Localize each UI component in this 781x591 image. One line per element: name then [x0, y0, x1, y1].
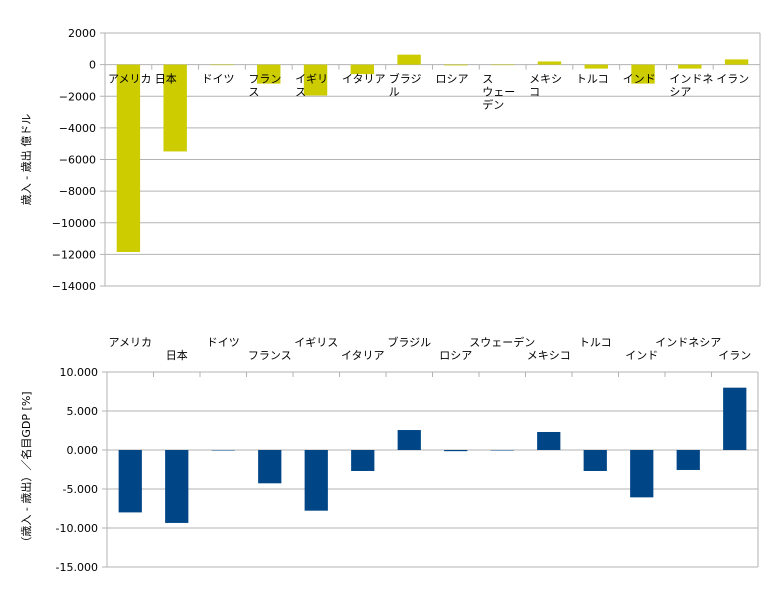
bar-7 [397, 54, 421, 65]
x-tick-label: イギリス [294, 336, 338, 349]
x-tick-label: アメリカ [109, 336, 152, 349]
bar-8 [444, 64, 468, 66]
bar-14 [724, 59, 749, 65]
x-tick-label-line: コ [529, 86, 540, 99]
x-tick-label-line: メキシ [529, 73, 562, 86]
y-tick-label: -15.000 [56, 561, 98, 574]
x-tick-label-line: ス [482, 73, 493, 86]
x-tick-label-line: トルコ [576, 73, 609, 86]
x-tick-label: イタリア [342, 73, 386, 86]
bar-10 [537, 61, 562, 65]
bar-3 [210, 64, 234, 66]
x-tick-label-line: インドネ [669, 73, 713, 86]
x-tick-label-line: ロシア [436, 73, 469, 86]
y-tick-label: -10.000 [56, 522, 98, 535]
y-tick-label: −2000 [59, 90, 96, 103]
y-tick-label: −12000 [52, 248, 96, 261]
x-tick-label: ブラジル [389, 72, 422, 99]
x-tick-label: イギリス [295, 73, 328, 99]
y-axis-title: 歳入 - 歳出 億ドル [19, 114, 33, 205]
x-tick-label: フランス [248, 349, 292, 362]
y-axis-title: （歳入 - 歳出）／名目GDP [%] [19, 391, 33, 547]
x-tick-label: ドイツ [207, 336, 240, 349]
y-tick-label: 5.000 [67, 405, 99, 418]
bar-3 [211, 450, 235, 451]
bar-14 [723, 387, 747, 450]
y-tick-label: −4000 [59, 122, 96, 135]
x-tick-label: ドイツ [202, 73, 235, 86]
x-tick-label-line: アメリカ [108, 73, 151, 86]
x-tick-label: ロシア [439, 349, 472, 362]
x-tick-label-line: ブラジ [389, 72, 422, 86]
x-tick-label: イタリア [341, 349, 385, 362]
x-tick-label-line: ル [389, 86, 400, 99]
bar-5 [303, 64, 328, 96]
y-tick-label: −14000 [52, 280, 96, 293]
x-tick-label-line: インド [623, 73, 656, 86]
bottom-chart-balance-to-gdp: 10.000 5.000 0.000 -5.000 -10.000 -15.000 アメリカ… [19, 335, 759, 574]
bar-12 [630, 450, 654, 498]
y-tick-label: 10.000 [60, 366, 99, 379]
x-tick-label: トルコ [579, 336, 612, 349]
bar-13 [676, 450, 700, 470]
x-tick-label: 日本 [166, 348, 188, 362]
y-tick-label: −10000 [52, 217, 96, 230]
x-tick-label: インドネシア [669, 73, 713, 99]
y-tick-label: 0 [89, 59, 96, 72]
bar-5 [304, 450, 328, 511]
x-tick-label: イラン [718, 349, 751, 362]
y-tick-label: 2000 [68, 27, 96, 40]
x-tick-label-line: イタリア [342, 73, 386, 86]
x-tick-label: 日本 [155, 72, 177, 86]
x-tick-label-line: イギリ [295, 73, 328, 86]
bar-13 [678, 64, 702, 69]
x-tick-label: スウェーデン [469, 335, 535, 349]
bar-2 [165, 450, 189, 523]
bar-4 [258, 450, 282, 484]
x-tick-label-line: ウェー [482, 86, 515, 99]
bar-6 [351, 450, 375, 471]
x-tick-label: スウェーデン [482, 73, 515, 112]
bar-7 [397, 430, 421, 450]
x-tick-label: アメリカ [108, 73, 151, 86]
bar-11 [583, 450, 607, 471]
bar-1 [116, 64, 141, 253]
x-tick-label: インド [625, 349, 658, 362]
x-tick-label-line: ス [248, 86, 259, 99]
x-tick-label-line: フラン [248, 73, 281, 86]
bar-9 [490, 64, 515, 66]
bar-6 [350, 64, 375, 75]
bar-11 [584, 64, 608, 69]
x-tick-label: トルコ [576, 73, 609, 86]
x-tick-label: ロシア [436, 73, 469, 86]
x-tick-label: インドネシア [655, 336, 721, 349]
bar-4 [257, 64, 281, 84]
x-tick-label-line: シア [669, 86, 691, 99]
x-tick-label: イラン [716, 73, 749, 86]
x-tick-label-line: イラン [716, 73, 749, 86]
x-tick-label: フランス [248, 73, 281, 99]
y-tick-label: 0.000 [67, 444, 99, 457]
bar-10 [537, 431, 561, 450]
x-tick-label: インド [623, 73, 656, 86]
x-tick-label: ブラジル [387, 335, 431, 349]
x-tick-label-line: 日本 [155, 72, 177, 86]
x-tick-label-line: ス [295, 86, 306, 99]
x-tick-label-line: デン [482, 98, 504, 112]
y-tick-label: −8000 [59, 185, 96, 198]
x-tick-label-line: ドイツ [202, 73, 235, 86]
y-tick-label: −6000 [59, 154, 96, 167]
bar-8 [444, 450, 468, 452]
x-tick-label: メキシコ [527, 349, 571, 362]
x-tick-label: メキシコ [529, 73, 562, 99]
y-tick-label: -5.000 [63, 483, 98, 496]
bar-2 [163, 64, 187, 152]
bar-1 [118, 450, 142, 513]
bar-12 [631, 64, 655, 84]
top-chart-revenue-minus-expenditure: 2000 0 −2000 −4000 −6000 −8000 −10000 −12000 −14… [19, 27, 761, 293]
bar-9 [490, 450, 514, 451]
